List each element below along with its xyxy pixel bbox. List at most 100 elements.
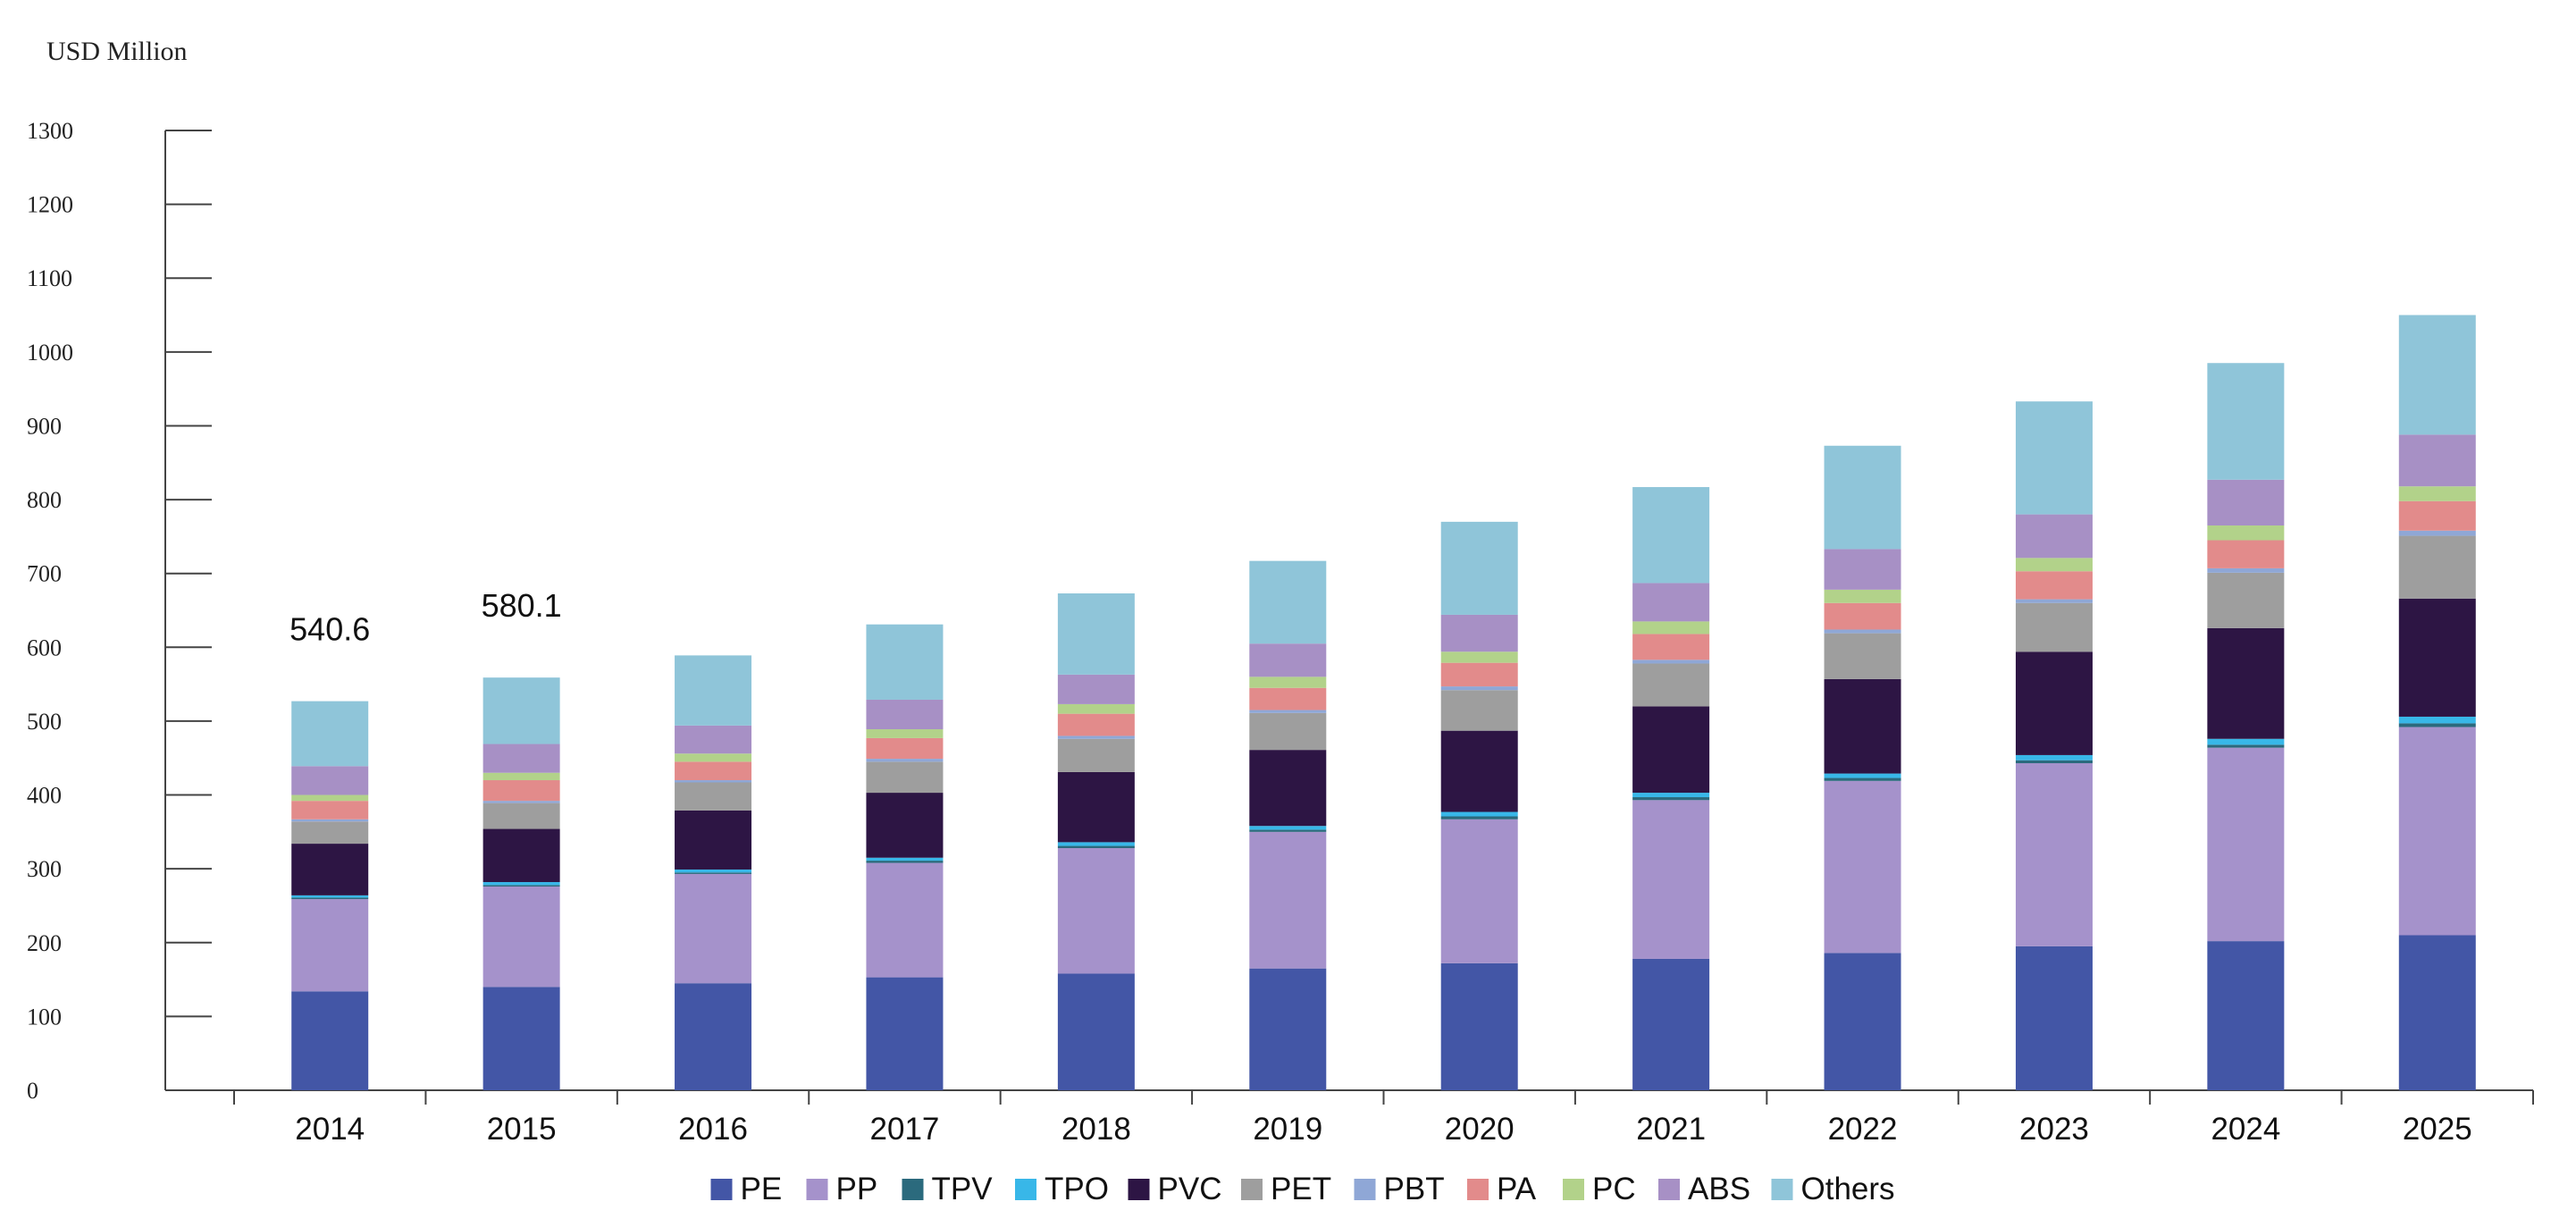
bar-segment-abs-2025 [2398, 434, 2476, 487]
bar-segment-pbt-2022 [1824, 629, 1901, 634]
y-axis-unit-label: USD Million [46, 37, 188, 66]
legend-label: PE [741, 1172, 783, 1206]
legend-label: TPV [932, 1172, 994, 1206]
bar-segment-pe-2014 [291, 991, 369, 1090]
y-tick-label: 1200 [27, 192, 73, 218]
x-tick-label: 2019 [1253, 1112, 1322, 1147]
y-tick-label: 300 [27, 856, 62, 882]
bar-segment-pa-2022 [1824, 602, 1901, 630]
bar-segment-pa-2019 [1249, 687, 1327, 710]
bar-stack-2016 [675, 655, 752, 1090]
bar-segment-pbt-2023 [2015, 599, 2093, 603]
bar-segment-pp-2018 [1057, 848, 1135, 974]
bar-segment-tpv-2024 [2207, 744, 2285, 748]
bar-segment-pbt-2019 [1249, 710, 1327, 713]
bar-segment-tpv-2021 [1632, 797, 1710, 801]
bar-stack-2017 [866, 624, 944, 1090]
bar-segment-tpv-2025 [2398, 723, 2476, 727]
bar-segment-pc-2018 [1057, 703, 1135, 714]
bar-segment-tpv-2019 [1249, 829, 1327, 832]
bar-segment-others-2019 [1249, 560, 1327, 644]
bar-segment-pet-2014 [291, 821, 369, 845]
bar-stack-2025 [2398, 315, 2476, 1090]
bar-segment-others-2020 [1440, 521, 1518, 615]
bar-segment-tpo-2024 [2207, 738, 2285, 745]
legend-item-pc: PC [1563, 1172, 1636, 1206]
bar-segment-tpo-2014 [291, 895, 369, 898]
bar-segment-pc-2017 [866, 729, 944, 738]
legend-item-pbt: PBT [1354, 1172, 1445, 1206]
bar-segment-pp-2015 [482, 886, 560, 987]
y-axis: 0 100 200 300 400 500 600 700 800 900 1000 1100 1200… [27, 118, 212, 1104]
bar-segment-others-2016 [675, 655, 752, 726]
legend-swatch [1128, 1179, 1150, 1200]
x-tick-label: 2018 [1061, 1112, 1131, 1147]
bar-segment-pbt-2016 [675, 780, 752, 783]
bar-segment-tpo-2021 [1632, 793, 1710, 798]
bar-segment-others-2022 [1824, 445, 1901, 550]
bar-segment-others-2015 [482, 677, 560, 744]
bar-segment-others-2014 [291, 701, 369, 767]
y-tick-label: 900 [27, 413, 62, 439]
bar-segment-abs-2014 [291, 766, 369, 795]
bar-stack-2018 [1057, 592, 1135, 1090]
bar-segment-abs-2016 [675, 725, 752, 754]
legend-swatch [710, 1179, 733, 1200]
legend-label: Others [1801, 1172, 1895, 1206]
legend-label: PET [1271, 1172, 1331, 1206]
bar-segment-abs-2017 [866, 699, 944, 730]
bar-stack-2024 [2207, 363, 2285, 1090]
bar-segment-pe-2015 [482, 987, 560, 1090]
legend-item-pe: PE [710, 1172, 783, 1206]
bar-segment-pa-2024 [2207, 540, 2285, 568]
bar-segment-pbt-2017 [866, 759, 944, 762]
bar-segment-pc-2015 [482, 772, 560, 781]
bar-segment-pvc-2020 [1440, 730, 1518, 812]
legend-label: ABS [1688, 1172, 1750, 1206]
x-tick-label: 2016 [678, 1112, 748, 1147]
legend-item-pp: PP [806, 1172, 877, 1206]
bar-segment-pet-2025 [2398, 535, 2476, 599]
bar-segment-pc-2023 [2015, 558, 2093, 572]
bar-segment-pe-2025 [2398, 935, 2476, 1090]
bar-segment-pbt-2025 [2398, 530, 2476, 536]
bar-segment-pc-2024 [2207, 525, 2285, 541]
bar-segment-others-2023 [2015, 401, 2093, 515]
bar-segment-pvc-2018 [1057, 771, 1135, 843]
legend-label: PVC [1158, 1172, 1222, 1206]
bar-segment-pc-2014 [291, 794, 369, 802]
bar-segment-abs-2015 [482, 744, 560, 773]
bar-segment-pc-2025 [2398, 486, 2476, 501]
bar-segment-pc-2016 [675, 753, 752, 762]
x-tick-label: 2024 [2211, 1112, 2280, 1147]
y-tick-label: 1000 [27, 340, 73, 366]
bar-segment-pc-2022 [1824, 589, 1901, 603]
y-tick-label: 100 [27, 1004, 62, 1030]
bar-segment-tpo-2023 [2015, 754, 2093, 761]
legend-swatch [1467, 1179, 1489, 1200]
y-tick-label: 800 [27, 487, 62, 513]
bar-segment-pe-2018 [1057, 973, 1135, 1090]
bar-segment-pvc-2015 [482, 828, 560, 883]
legend-item-abs: ABS [1658, 1172, 1750, 1206]
bar-segment-pe-2016 [675, 983, 752, 1090]
y-tick-label: 1300 [27, 118, 73, 144]
bar-segment-pbt-2018 [1057, 735, 1135, 739]
bar-segment-pe-2017 [866, 977, 944, 1090]
bar-segment-others-2017 [866, 624, 944, 700]
legend-swatch [806, 1179, 828, 1200]
bar-segment-pet-2018 [1057, 738, 1135, 772]
bar-stack-2015 [482, 677, 560, 1090]
bar-segment-pa-2016 [675, 761, 752, 781]
bar-segment-tpo-2018 [1057, 842, 1135, 846]
bar-segment-pvc-2021 [1632, 706, 1710, 794]
bar-segment-abs-2020 [1440, 614, 1518, 652]
bar-segment-pvc-2017 [866, 793, 944, 858]
legend-item-tpv: TPV [902, 1172, 994, 1206]
bar-segment-pbt-2014 [291, 819, 369, 822]
bar-segment-pvc-2024 [2207, 627, 2285, 739]
bar-segment-tpv-2015 [482, 885, 560, 887]
bar-stack-2023 [2015, 401, 2093, 1090]
bar-segment-pe-2022 [1824, 953, 1901, 1090]
